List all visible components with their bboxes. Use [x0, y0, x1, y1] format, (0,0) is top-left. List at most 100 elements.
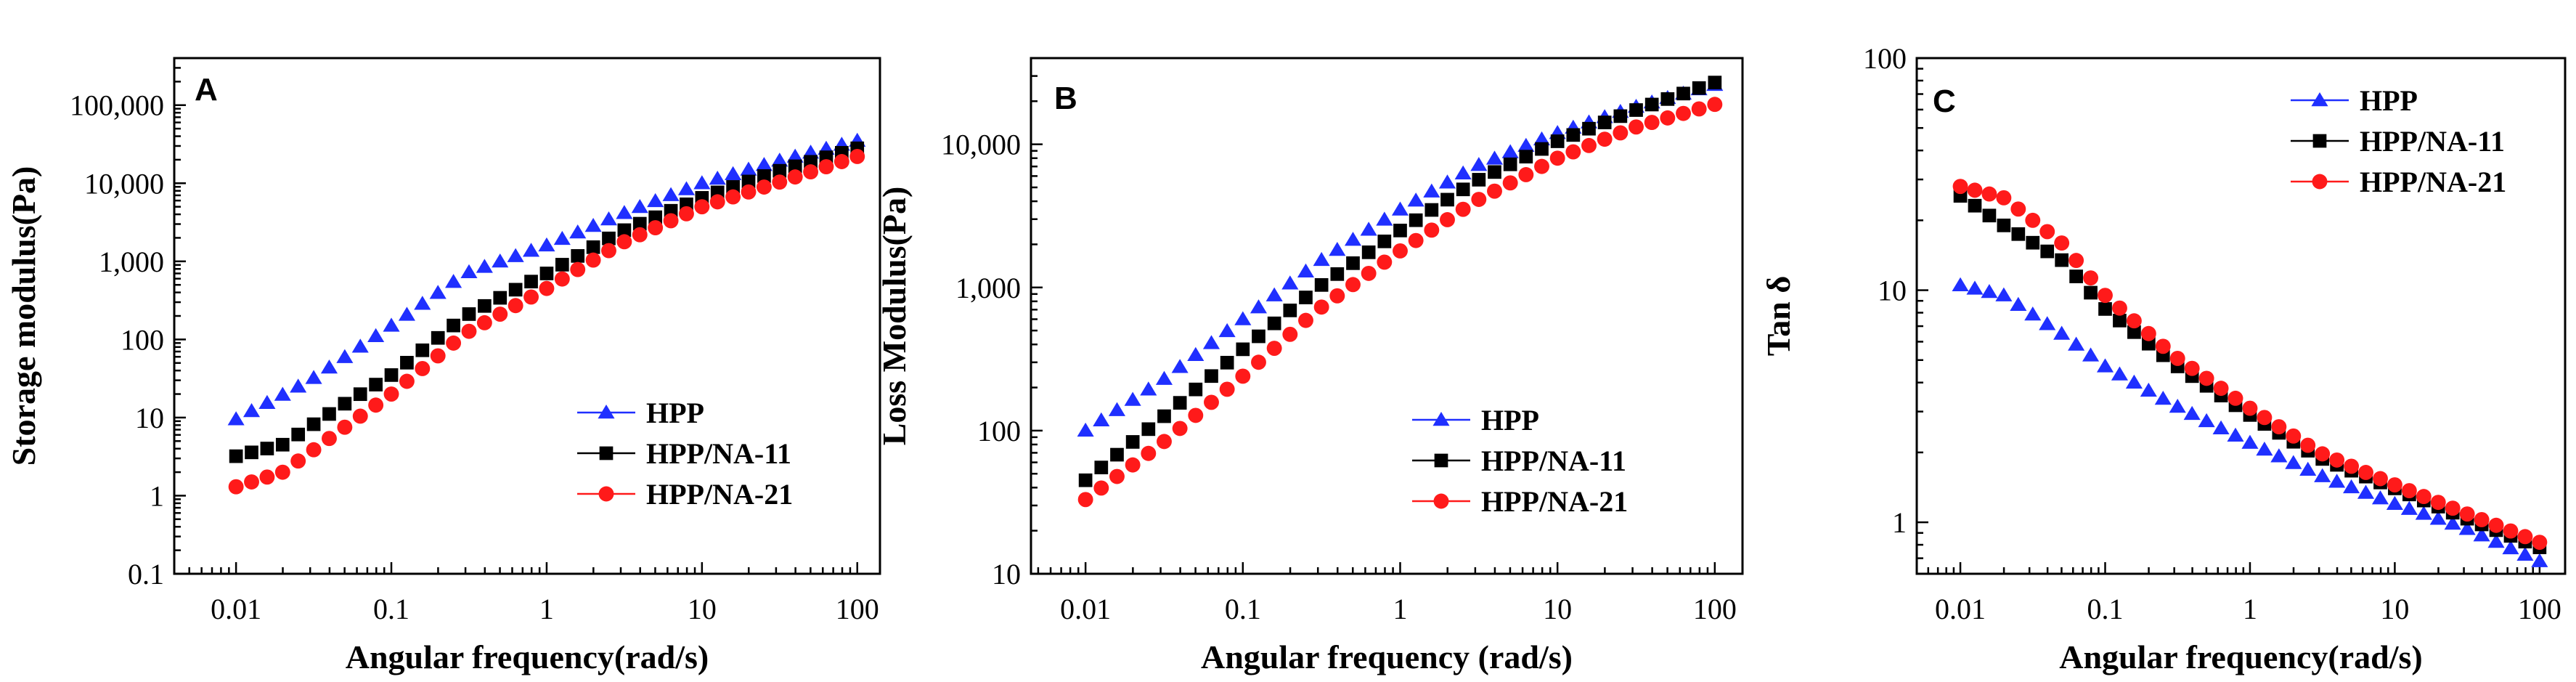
data-point [662, 187, 680, 201]
data-point [1235, 368, 1251, 384]
data-point [1440, 212, 1455, 227]
data-point [2169, 398, 2186, 413]
y-tick-label: 1,000 [955, 272, 1021, 304]
data-point [2011, 227, 2026, 241]
data-point [1093, 480, 1109, 496]
data-point [274, 464, 290, 480]
data-point [585, 252, 601, 268]
data-point [2517, 529, 2533, 545]
data-point [1078, 473, 1093, 487]
data-point [260, 442, 274, 455]
x-axis-label: Angular frequency(rad/s) [2059, 638, 2422, 675]
data-point [415, 343, 430, 357]
data-point [2314, 468, 2331, 482]
y-tick-label: 10 [992, 558, 1021, 590]
chart-panel-b: 0.01 0.1 1 10 100 10 100 1,000 10,000 Angular fre… [876, 57, 1744, 675]
data-point [601, 243, 616, 259]
data-point [337, 419, 353, 435]
data-point [755, 157, 773, 171]
data-point [2127, 325, 2141, 339]
data-point [242, 403, 261, 418]
series-hpp-na-21 [1952, 179, 2548, 551]
data-point [322, 407, 336, 421]
data-point [693, 175, 711, 190]
chart-panel-c: 0.01 0.1 1 10 100 1 10 100 Angular frequency(rad… [1760, 42, 2567, 675]
data-point [1140, 381, 1157, 396]
data-point [1471, 192, 1487, 207]
data-point [383, 386, 399, 402]
legend-marker [2311, 92, 2328, 107]
data-point [1281, 275, 1299, 290]
data-point [1219, 381, 1235, 397]
data-point [757, 169, 771, 183]
data-point [725, 166, 742, 180]
data-point [1155, 370, 1173, 385]
data-point [1345, 277, 1361, 293]
data-point [1535, 142, 1549, 156]
data-point [771, 153, 788, 167]
data-point [1629, 119, 1644, 135]
data-point [1440, 192, 1454, 207]
data-point [1644, 97, 1659, 112]
data-point [2068, 253, 2084, 269]
data-point [1534, 158, 1549, 174]
data-point [1456, 182, 1470, 197]
data-point [1966, 280, 1984, 295]
data-point [1488, 165, 1501, 179]
data-point [1187, 346, 1205, 362]
data-point [1692, 81, 1706, 95]
data-point [1313, 251, 1330, 267]
data-point [1377, 254, 1393, 270]
data-point [756, 179, 772, 195]
data-point [1549, 150, 1565, 166]
data-point [353, 387, 367, 402]
data-point [1597, 131, 1613, 147]
data-point [2098, 288, 2113, 304]
data-point [1361, 245, 1376, 259]
data-point [229, 449, 243, 463]
data-point [2430, 495, 2446, 511]
data-point [1077, 492, 1093, 508]
data-point [1189, 382, 1203, 397]
data-point [2098, 302, 2112, 316]
data-point [1360, 222, 1377, 236]
data-point [694, 199, 710, 215]
data-point [1501, 144, 1519, 158]
y-tick-label: 100 [977, 415, 1021, 447]
legend-marker [1434, 453, 1448, 468]
data-point [290, 453, 306, 469]
data-point [2039, 224, 2055, 240]
legend-label: HPP/NA-11 [2360, 125, 2505, 158]
data-point [2010, 201, 2026, 217]
data-point [2271, 419, 2287, 435]
x-axis-label: Angular frequency(rad/s) [346, 638, 709, 675]
data-point [1236, 342, 1250, 357]
data-point [476, 259, 493, 273]
x-tick-label: 0.1 [2087, 593, 2124, 625]
data-point [1108, 402, 1126, 416]
x-tick-label: 1 [539, 593, 554, 625]
data-point [2445, 500, 2461, 516]
data-point [2069, 269, 2083, 283]
data-point [1218, 322, 1236, 338]
data-point [2040, 244, 2055, 259]
data-point [383, 317, 400, 332]
data-point [2026, 235, 2040, 250]
data-point [227, 411, 245, 426]
data-point [2387, 477, 2402, 492]
data-point [1502, 175, 1518, 191]
data-point [2315, 446, 2331, 462]
data-point [1141, 422, 1156, 437]
panel-letter: A [195, 72, 218, 107]
data-point [1202, 335, 1220, 349]
data-point [2343, 479, 2360, 494]
data-point [2357, 484, 2375, 499]
data-point [2400, 500, 2418, 515]
x-tick-label: 0.01 [211, 593, 261, 625]
legend-label: HPP/NA-11 [1481, 444, 1626, 477]
data-point [1424, 222, 1440, 238]
data-point [1566, 128, 1581, 142]
data-point [259, 469, 275, 485]
data-point [476, 314, 492, 330]
data-point [274, 386, 291, 401]
